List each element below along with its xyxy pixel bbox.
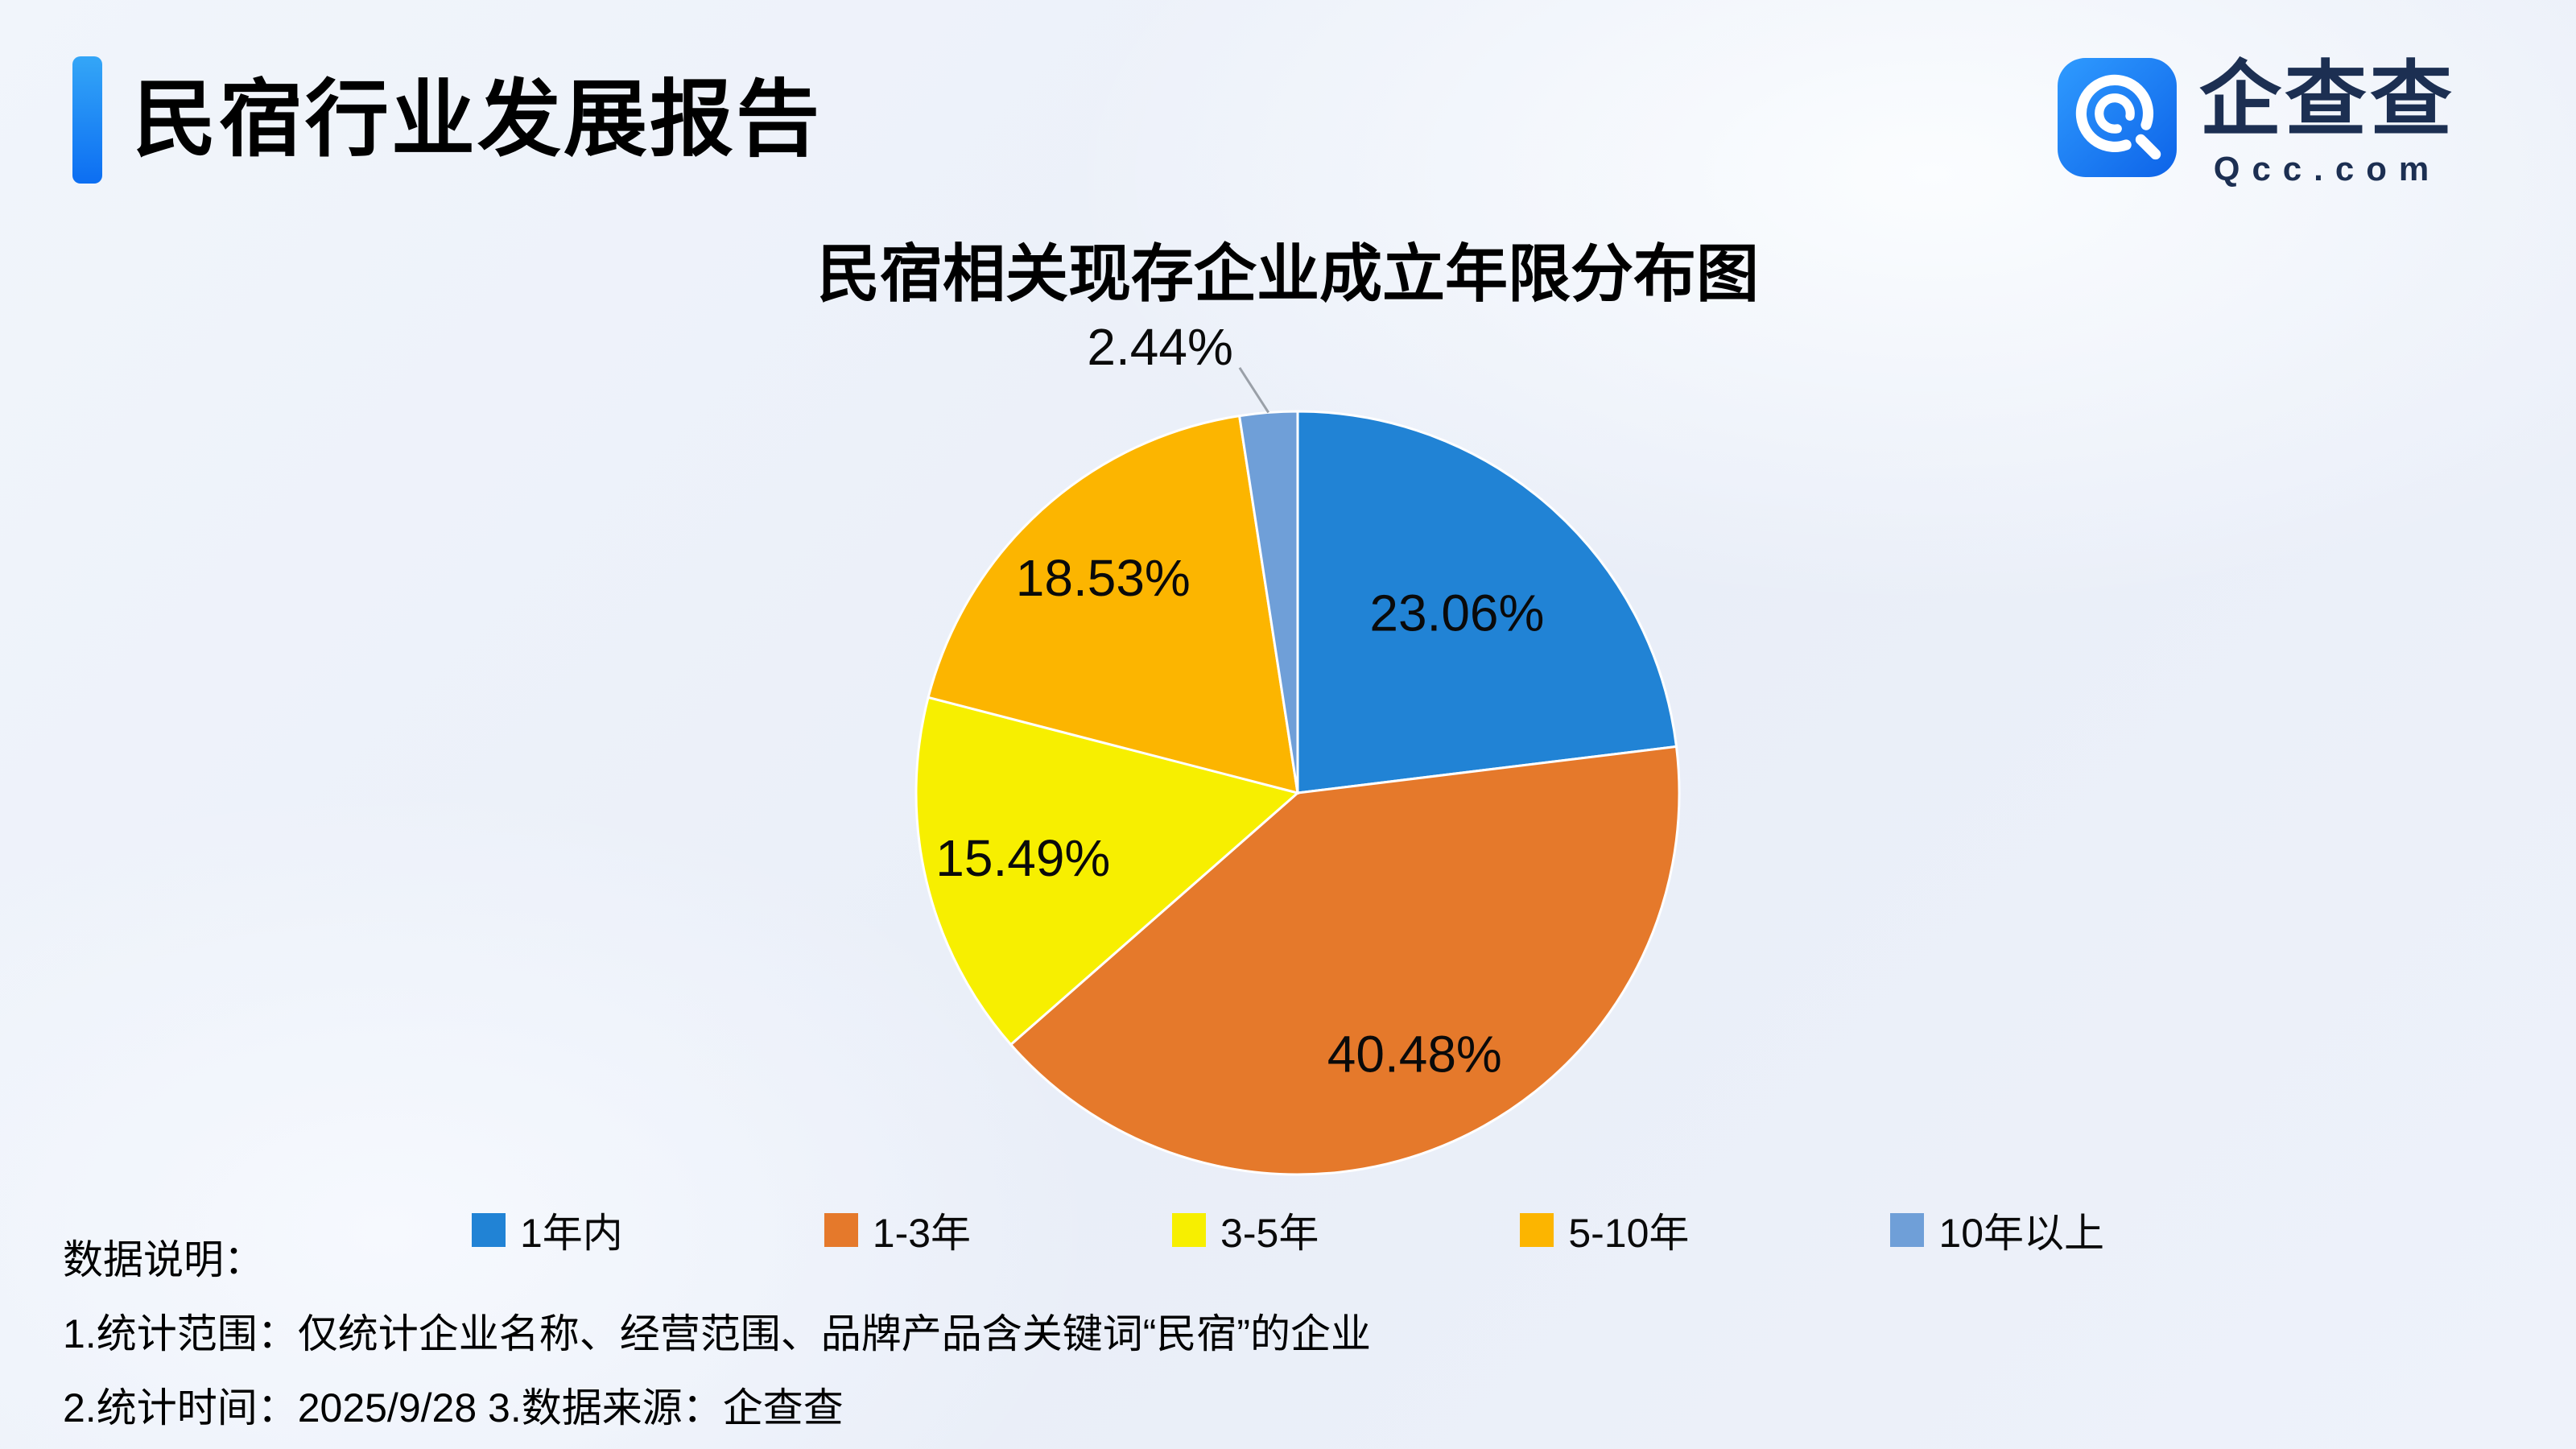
pie-label-0: 23.06% [1369,584,1544,642]
legend-item-0: 1年内 [471,1201,623,1259]
pie-slice-1 [1009,745,1681,1176]
pie-label-leader-line [1238,366,1269,414]
legend-item-1: 1-3年 [824,1201,971,1259]
qcc-logo: 企查查 Qcc.com [2056,56,2455,188]
title-wrap: 民宿行业发展报告 [72,56,822,184]
qcc-logo-brand: 企查查 [2199,54,2455,146]
legend-item-3: 5-10年 [1520,1201,1689,1259]
pie-label-4: 2.44% [1087,318,1232,376]
footer-notes: 数据说明： 1.统计范围：仅统计企业名称、经营范围、品牌产品含关键词“民宿”的企… [63,1236,1371,1431]
footer-line-2: 2.统计时间：2025/9/28 3.数据来源：企查查 [63,1385,844,1430]
chart-title: 民宿相关现存企业成立年限分布图 [816,238,1759,309]
legend-swatch-4 [1890,1213,1925,1247]
legend-swatch-2 [1172,1213,1207,1247]
qcc-logo-icon [2058,58,2177,177]
pie-slice-4 [1237,410,1299,794]
pie-slice-0 [1296,410,1678,795]
legend-swatch-1 [824,1213,858,1247]
page-title: 民宿行业发展报告 [133,73,823,167]
legend-label-1: 1-3年 [872,1211,972,1256]
pie-label-1: 40.48% [1327,1026,1502,1084]
legend-label-2: 3-5年 [1220,1211,1319,1256]
qcc-logo-domain: Qcc.com [2213,150,2442,188]
title-accent-bar [72,56,102,184]
legend-label-3: 5-10年 [1568,1211,1690,1256]
legend-item-4: 10年以上 [1890,1201,2104,1259]
legend-label-0: 1年内 [519,1211,623,1256]
pie-slice-3 [927,414,1299,795]
footer-line-1: 1.统计范围：仅统计企业名称、经营范围、品牌产品含关键词“民宿”的企业 [63,1311,1371,1356]
legend-swatch-3 [1520,1213,1554,1247]
pie-slice-2 [914,696,1301,1046]
header: 民宿行业发展报告 企查查 Qcc.com [72,56,2455,188]
legend-swatch-0 [471,1213,506,1247]
legend: 1年内 1-3年 3-5年 5-10年 10年以上 [0,1201,2576,1259]
pie-label-3: 18.53% [1016,549,1191,607]
legend-label-4: 10年以上 [1938,1211,2105,1256]
qcc-logo-text: 企查查 Qcc.com [2199,56,2455,188]
pie-label-2: 15.49% [935,829,1110,887]
footer-heading: 数据说明： [63,1237,264,1282]
legend-item-2: 3-5年 [1172,1201,1319,1259]
